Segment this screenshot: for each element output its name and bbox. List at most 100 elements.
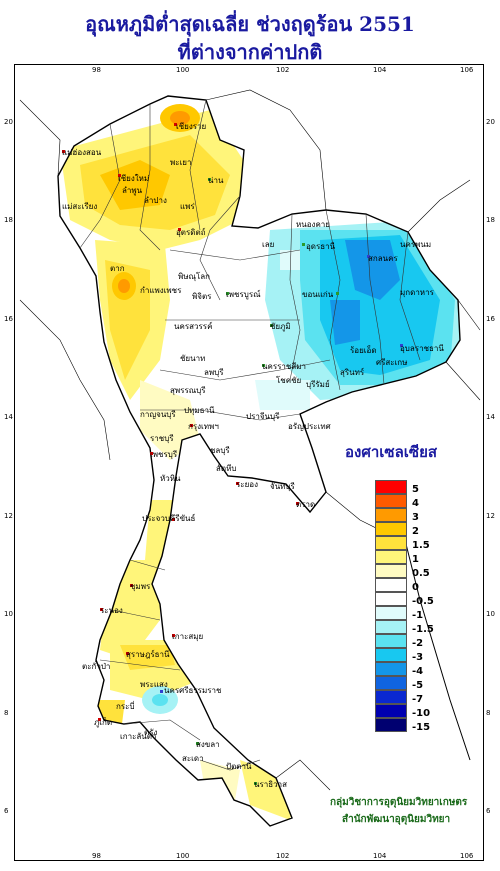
legend-label: -1 [412, 610, 424, 621]
legend-label: -0.5 [412, 596, 434, 607]
legend-swatch [375, 522, 407, 536]
place-label: สัตหีบ [216, 464, 237, 473]
lat-tick-right-14: 14 [486, 413, 495, 421]
place-label: ตรัง [144, 728, 158, 737]
place-label: สงขลา [196, 740, 220, 749]
legend-swatch [375, 718, 407, 732]
place-label: ปัตตานี [226, 762, 252, 771]
place-label: ขอนแก่น [302, 290, 334, 299]
legend-swatch [375, 690, 407, 704]
lat-tick-right-18: 18 [486, 216, 495, 224]
lon-tick-top-100: 100 [176, 66, 190, 74]
legend-label: -7 [412, 694, 424, 705]
place-label: กระบี่ [116, 702, 135, 711]
legend-label: 2 [412, 526, 419, 537]
lon-tick-top-106: 106 [460, 66, 474, 74]
legend-label: -2 [412, 638, 424, 649]
lon-tick-top-104: 104 [373, 66, 387, 74]
place-label: ร้อยเอ็ด [350, 346, 377, 355]
place-label: กำแพงเพชร [140, 286, 182, 295]
place-label: เลย [262, 240, 275, 249]
lat-tick-right-6: 6 [486, 807, 491, 815]
place-label: อุบลราชธานี [400, 344, 444, 353]
place-label: เพชรบุรี [150, 450, 178, 459]
place-label: โชคชัย [276, 376, 302, 385]
lat-tick-left-12: 12 [4, 512, 13, 520]
place-label: ศรีสะเกษ [376, 358, 408, 367]
lon-tick-bottom-106: 106 [460, 852, 474, 860]
place-label: เชียงราย [176, 122, 207, 131]
map-title: อุณหภูมิต่ำสุดเฉลี่ย ช่วงฤดูร้อน 2551 [85, 12, 415, 36]
place-label: สุรินทร์ [340, 368, 365, 377]
place-label: นครพนม [400, 240, 432, 249]
legend-swatch [375, 704, 407, 718]
lat-tick-right-12: 12 [486, 512, 495, 520]
lat-tick-right-20: 20 [486, 118, 495, 126]
lon-tick-bottom-100: 100 [176, 852, 190, 860]
lat-tick-left-16: 16 [4, 315, 13, 323]
legend-label: -3 [412, 652, 424, 663]
legend-label: -5 [412, 680, 424, 691]
legend-label: 4 [412, 498, 419, 509]
place-label: ชัยนาท [180, 354, 206, 363]
place-label: บุรีรัมย์ [306, 380, 330, 389]
legend-swatch [375, 620, 407, 634]
place-label: กาญจนบุรี [140, 410, 176, 419]
legend-label: 0 [412, 582, 419, 593]
legend-label: -1.5 [412, 624, 434, 635]
place-label: นครศรีธรรมราช [164, 686, 222, 695]
place-label: อรัญประเทศ [288, 422, 331, 431]
place-label: ตาก [110, 264, 125, 273]
lat-tick-left-20: 20 [4, 118, 13, 126]
legend-swatch [375, 508, 407, 522]
lat-tick-left-8: 8 [4, 709, 9, 717]
place-label: จันทบุรี [270, 482, 295, 491]
place-label: ลพบุรี [204, 368, 224, 377]
legend-swatch [375, 648, 407, 662]
lon-tick-bottom-104: 104 [373, 852, 387, 860]
lat-tick-left-10: 10 [4, 610, 13, 618]
place-label: เชียงใหม่ [118, 174, 150, 183]
place-label: พะเยา [170, 158, 192, 167]
legend-swatch [375, 592, 407, 606]
place-label: แม่สะเรียง [62, 202, 98, 211]
place-label: พระแสง [140, 680, 168, 689]
legend-label: -4 [412, 666, 424, 677]
credit-line-1: กลุ่มวิชาการอุตุนิยมวิทยาเกษตร [330, 797, 468, 808]
lon-tick-bottom-102: 102 [276, 852, 290, 860]
legend-swatch [375, 578, 407, 592]
legend-label: -10 [412, 708, 431, 719]
lon-tick-top-102: 102 [276, 66, 290, 74]
map-frame [14, 64, 484, 861]
place-label: ภูเก็ต [94, 718, 113, 727]
place-label: ระนอง [100, 606, 123, 615]
place-label: น่าน [208, 176, 224, 185]
place-label: แม่ฮ่องสอน [62, 148, 102, 157]
legend-label: 1.5 [412, 540, 430, 551]
legend-label: 5 [412, 484, 419, 495]
place-label: ชัยภูมิ [270, 322, 291, 331]
lat-tick-left-6: 6 [4, 807, 9, 815]
place-label: นครราชสีมา [262, 362, 306, 371]
lat-tick-left-18: 18 [4, 216, 13, 224]
place-label: นครสวรรค์ [174, 322, 213, 331]
legend-label: 1 [412, 554, 419, 565]
place-label: ประจวบคีรีขันธ์ [142, 514, 196, 523]
place-label: กรุงเทพฯ [188, 422, 219, 431]
lon-tick-top-98: 98 [92, 66, 101, 74]
place-label: หนองคาย [296, 220, 330, 229]
place-label: เพชรบูรณ์ [226, 290, 261, 299]
lat-tick-right-10: 10 [486, 610, 495, 618]
legend-swatch [375, 606, 407, 620]
lat-tick-right-16: 16 [486, 315, 495, 323]
place-label: ชุมพร [130, 582, 151, 591]
map-subtitle: ที่ต่างจากค่าปกติ [177, 40, 323, 64]
place-label: แพร่ [180, 202, 195, 211]
place-label: ลำปาง [144, 196, 167, 205]
place-label: อุตรดิตถ์ [176, 228, 206, 237]
place-label: ลำพูน [122, 186, 143, 195]
place-label: ราชบุรี [150, 434, 174, 443]
place-label: สกลนคร [368, 254, 398, 263]
legend-swatch [375, 536, 407, 550]
legend-label: 0.5 [412, 568, 430, 579]
